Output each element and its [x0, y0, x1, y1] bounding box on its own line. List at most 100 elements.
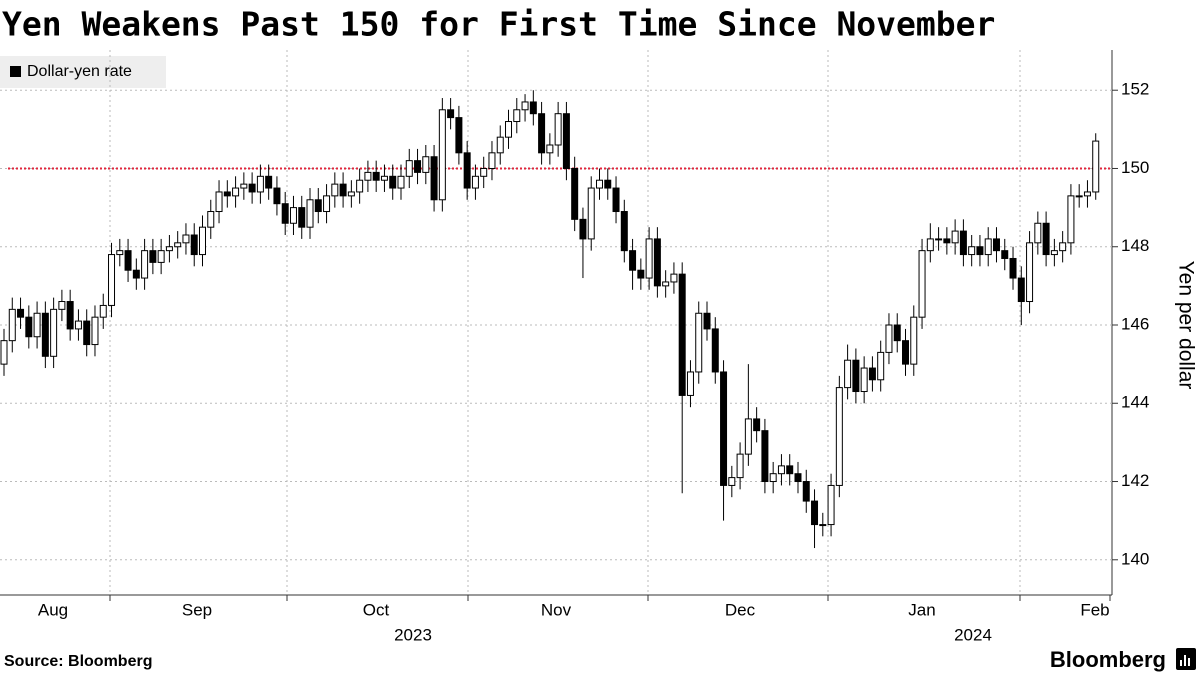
candle-body [1034, 222, 1042, 244]
candle-body [207, 211, 215, 228]
y-axis-label: Yen per dollar [1174, 261, 1197, 390]
candle-body [670, 273, 678, 283]
candle-body [720, 371, 728, 486]
candle-body [289, 207, 297, 224]
y-tick-label: 144 [1121, 393, 1149, 412]
candle-body [347, 191, 355, 197]
candle-body [761, 430, 769, 483]
candle-body [372, 171, 380, 181]
candle-body [777, 465, 785, 475]
legend-box [0, 56, 166, 88]
candle-body [1083, 191, 1091, 197]
candle-body [414, 160, 422, 173]
y-tick-label: 152 [1121, 80, 1149, 99]
candle-body [232, 187, 240, 197]
candle-body [629, 250, 637, 271]
candle-body [968, 246, 976, 256]
y-tick-label: 140 [1121, 549, 1149, 568]
candle-body [165, 246, 173, 252]
candle-body [736, 453, 744, 479]
candle-body [678, 273, 686, 396]
legend-swatch [10, 66, 21, 77]
candle-body [281, 203, 289, 224]
candle-body [513, 109, 521, 123]
candle-body [471, 175, 479, 189]
candle-body [910, 316, 918, 365]
candle-body [240, 183, 248, 189]
source: Source: Bloomberg [4, 653, 152, 670]
candle-body [529, 101, 537, 115]
candle-body [265, 175, 273, 189]
x-tick-label: Oct [363, 600, 390, 619]
candle-body [215, 191, 223, 213]
candle-body [637, 269, 645, 279]
candle-body [902, 340, 910, 365]
brand-icon [1176, 648, 1196, 670]
candle-body [1017, 277, 1025, 303]
candle-body [1009, 257, 1017, 279]
candle-body [604, 179, 612, 189]
candle-body [17, 308, 25, 318]
candle-body [8, 308, 16, 342]
candle-body [943, 238, 951, 244]
candle-body [0, 340, 8, 365]
candle-body [1067, 195, 1075, 244]
candle-body [397, 175, 405, 189]
candle-body [653, 238, 661, 287]
candle-body [66, 301, 74, 330]
year-label: 2023 [394, 625, 432, 644]
candle-body [50, 308, 58, 357]
candle-body [976, 246, 984, 256]
y-tick-label: 148 [1121, 236, 1149, 255]
candle-body [25, 316, 33, 338]
candle-body [74, 320, 82, 330]
candle-body [149, 250, 157, 263]
candle-body [83, 320, 91, 346]
candle-body [157, 250, 165, 263]
candle-body [182, 234, 190, 244]
candle-body [1042, 222, 1050, 256]
candle-body [951, 230, 959, 244]
candle-body [587, 187, 595, 240]
candle-body [794, 473, 802, 483]
y-tick-label: 142 [1121, 471, 1149, 490]
y-tick-label: 150 [1121, 158, 1149, 177]
candle-body [256, 175, 264, 193]
candle-body [827, 484, 835, 526]
brand: Bloomberg [1050, 647, 1166, 672]
candle-body [33, 312, 41, 338]
candle-body [174, 242, 182, 248]
candle-body [935, 238, 943, 241]
candle-body [438, 109, 446, 201]
candle-body [877, 351, 885, 381]
candle-body [819, 524, 827, 527]
candle-body [1092, 140, 1100, 193]
candle-body [323, 195, 331, 213]
candle-body [132, 269, 140, 279]
candle-body [984, 238, 992, 256]
candle-body [728, 477, 736, 486]
candle-body [339, 183, 347, 197]
candle-body [546, 144, 554, 154]
candle-body [141, 250, 149, 279]
candle-body [811, 500, 819, 526]
x-tick-label: Dec [725, 600, 756, 619]
candle-body [41, 312, 49, 357]
candle-body [786, 465, 794, 475]
candle-body [488, 152, 496, 169]
candle-body [711, 328, 719, 373]
candle-body [496, 136, 504, 154]
candle-body [562, 113, 570, 169]
candle-body [298, 207, 306, 228]
candle-body [554, 113, 562, 146]
candle-body [273, 187, 281, 205]
candle-body [918, 250, 926, 318]
year-label: 2024 [954, 625, 992, 644]
candle-body [58, 301, 66, 310]
candle-body [306, 199, 314, 228]
candle-body [422, 156, 430, 173]
candle-body [447, 109, 455, 119]
x-tick-label: Feb [1080, 600, 1109, 619]
